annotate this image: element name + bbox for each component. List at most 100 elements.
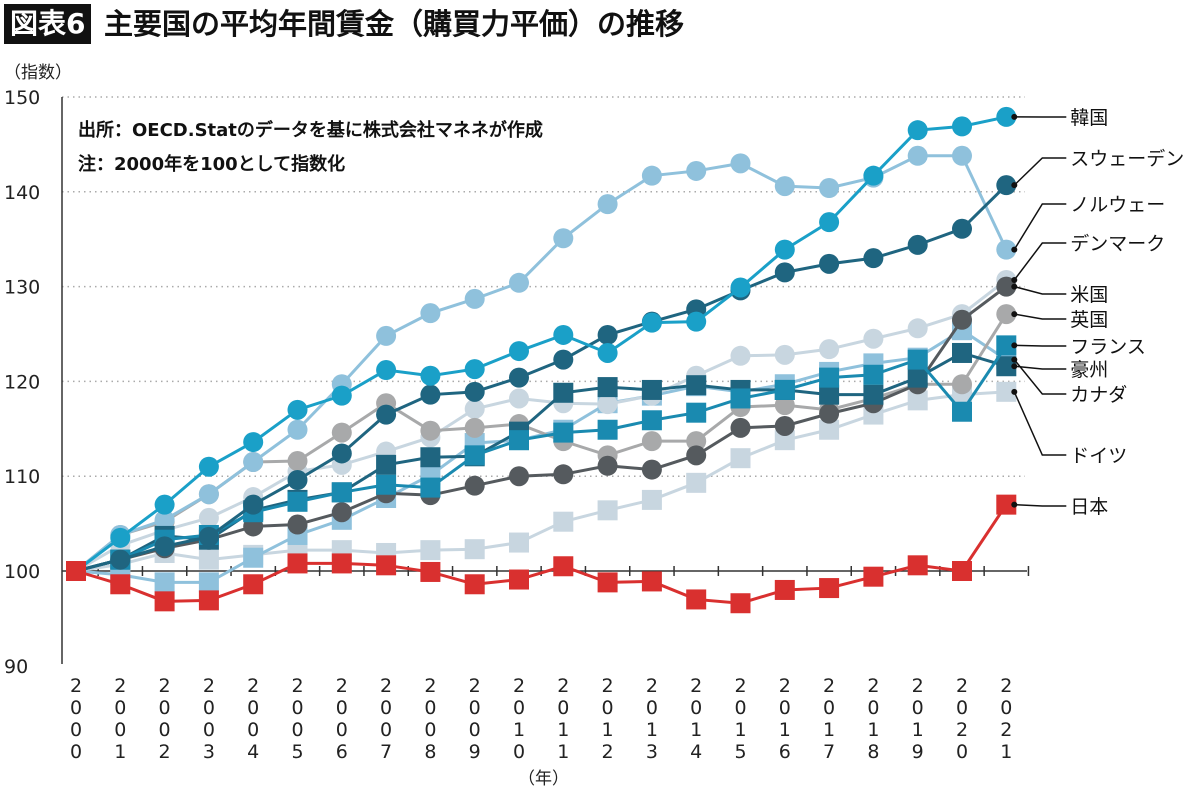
data-point-米国 (553, 464, 574, 485)
data-point-日本 (198, 590, 219, 611)
data-point-英国 (641, 431, 662, 452)
data-point-日本 (420, 561, 441, 582)
data-point-豪州 (420, 447, 441, 468)
leader-line (1014, 313, 1067, 320)
data-point-スウェーデン (952, 218, 972, 239)
data-point-ノルウェー (730, 153, 751, 174)
data-point-ノルウェー (464, 288, 485, 309)
data-point-スウェーデン (774, 262, 795, 283)
data-point-ドイツ (774, 430, 795, 451)
data-point-ドイツ (907, 390, 928, 411)
data-point-韓国 (198, 456, 219, 477)
data-point-韓国 (509, 341, 529, 362)
data-point-豪州 (907, 367, 928, 388)
data-point-スウェーデン (243, 494, 264, 515)
figure-number-badge: 図表6 (4, 4, 92, 44)
data-point-韓国 (952, 116, 972, 137)
series-label: ドイツ (1070, 445, 1127, 467)
data-point-ドイツ (509, 532, 529, 553)
data-point-フランス (331, 482, 352, 503)
data-point-韓国 (243, 432, 264, 453)
series-label: 韓国 (1070, 107, 1108, 129)
data-point-日本 (243, 574, 264, 595)
data-point-フランス (553, 422, 574, 443)
data-point-フランス (509, 430, 529, 451)
data-point-ノルウェー (819, 178, 840, 199)
data-point-ノルウェー (952, 145, 972, 166)
y-tick-label: 130 (4, 277, 40, 299)
y-tick-label: 120 (4, 371, 40, 393)
data-point-日本 (952, 561, 972, 581)
data-point-米国 (287, 514, 308, 535)
data-point-日本 (376, 555, 397, 576)
data-point-韓国 (996, 106, 1017, 127)
data-point-スウェーデン (996, 175, 1017, 196)
data-point-豪州 (641, 379, 662, 400)
data-point-英国 (331, 422, 352, 443)
data-point-フランス (996, 335, 1017, 356)
data-point-米国 (730, 417, 751, 438)
data-point-日本 (819, 578, 840, 599)
data-point-韓国 (420, 365, 441, 386)
data-point-フランス (686, 402, 707, 423)
data-point-フランス (464, 445, 485, 466)
data-point-ノルウェー (996, 239, 1017, 260)
data-point-ノルウェー (509, 272, 529, 293)
data-point-日本 (641, 571, 662, 592)
data-point-豪州 (863, 384, 884, 405)
data-point-フランス (420, 477, 441, 498)
data-point-日本 (730, 593, 751, 614)
data-point-フランス (819, 367, 840, 388)
data-point-ドイツ (553, 511, 574, 532)
index-note: 注：2000年を100として指数化 (78, 154, 346, 175)
series-line-韓国 (75, 115, 1007, 573)
data-point-韓国 (819, 212, 840, 233)
y-tick-label: 150 (4, 87, 40, 109)
data-point-ノルウェー (907, 145, 928, 166)
series-label: ノルウェー (1070, 194, 1165, 216)
data-point-韓国 (154, 494, 175, 515)
leader-line (1014, 503, 1067, 507)
y-tick-label: 110 (4, 466, 40, 488)
data-point-フランス (641, 410, 662, 431)
series-label: フランス (1070, 336, 1146, 358)
data-point-ドイツ (597, 500, 618, 521)
data-point-フランス (287, 491, 308, 512)
data-point-韓国 (597, 342, 618, 363)
data-point-英国 (996, 304, 1017, 325)
data-point-韓国 (464, 359, 485, 380)
leader-line (1013, 391, 1067, 456)
data-point-フランス (952, 401, 972, 422)
data-point-デンマーク (730, 345, 751, 366)
data-point-スウェーデン (420, 384, 441, 405)
data-point-ドイツ (198, 549, 219, 570)
data-point-デンマーク (819, 339, 840, 360)
data-point-ノルウェー (243, 451, 264, 472)
data-point-韓国 (641, 312, 662, 333)
data-point-豪州 (686, 375, 707, 396)
data-point-スウェーデン (464, 381, 485, 402)
data-point-ドイツ (730, 448, 751, 469)
data-point-デンマーク (464, 398, 485, 419)
leader-line (1013, 157, 1067, 186)
data-point-米国 (509, 466, 529, 487)
data-point-英国 (420, 420, 441, 441)
data-point-英国 (287, 451, 308, 472)
data-point-韓国 (730, 277, 751, 298)
data-point-米国 (641, 459, 662, 480)
data-point-スウェーデン (287, 469, 308, 490)
data-point-ノルウェー (686, 160, 707, 181)
data-point-フランス (774, 379, 795, 400)
data-point-日本 (464, 574, 485, 595)
data-point-日本 (996, 494, 1017, 515)
